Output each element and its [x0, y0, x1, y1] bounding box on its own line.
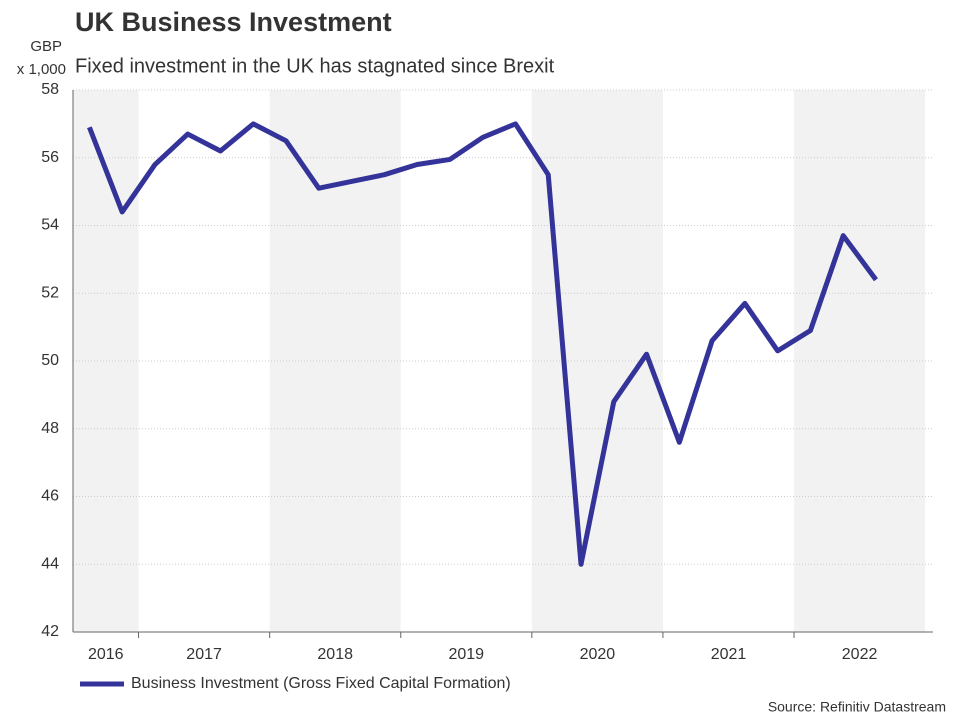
year-band	[269, 90, 401, 632]
y-tick-label: 44	[41, 555, 59, 572]
y-tick-label: 46	[41, 488, 59, 505]
y-axis-label: GBP	[30, 38, 62, 55]
x-tick-label: 2016	[88, 646, 124, 663]
x-tick-label: 2021	[711, 646, 747, 663]
x-tick-label: 2019	[448, 646, 484, 663]
y-tick-label: 58	[41, 81, 59, 98]
y-tick-label: 54	[41, 217, 59, 234]
source: Source: Refinitiv Datastream	[768, 699, 946, 715]
x-tick-label: 2018	[317, 646, 353, 663]
y-tick-label: 56	[41, 149, 59, 166]
legend-label: Business Investment (Gross Fixed Capital…	[131, 675, 511, 692]
y-tick-label: 50	[41, 352, 59, 369]
data-line	[87, 121, 878, 567]
y-tick-label: 42	[41, 623, 59, 640]
y-axis-label: x 1,000	[17, 61, 66, 78]
y-tick-label: 48	[41, 420, 59, 437]
y-tick-label: 52	[41, 284, 59, 301]
x-tick-label: 2022	[842, 646, 878, 663]
chart-subtitle: Fixed investment in the UK has stagnated…	[75, 55, 555, 77]
chart-title: UK Business Investment	[75, 7, 392, 37]
x-tick-label: 2020	[580, 646, 616, 663]
x-tick-label: 2017	[186, 646, 222, 663]
